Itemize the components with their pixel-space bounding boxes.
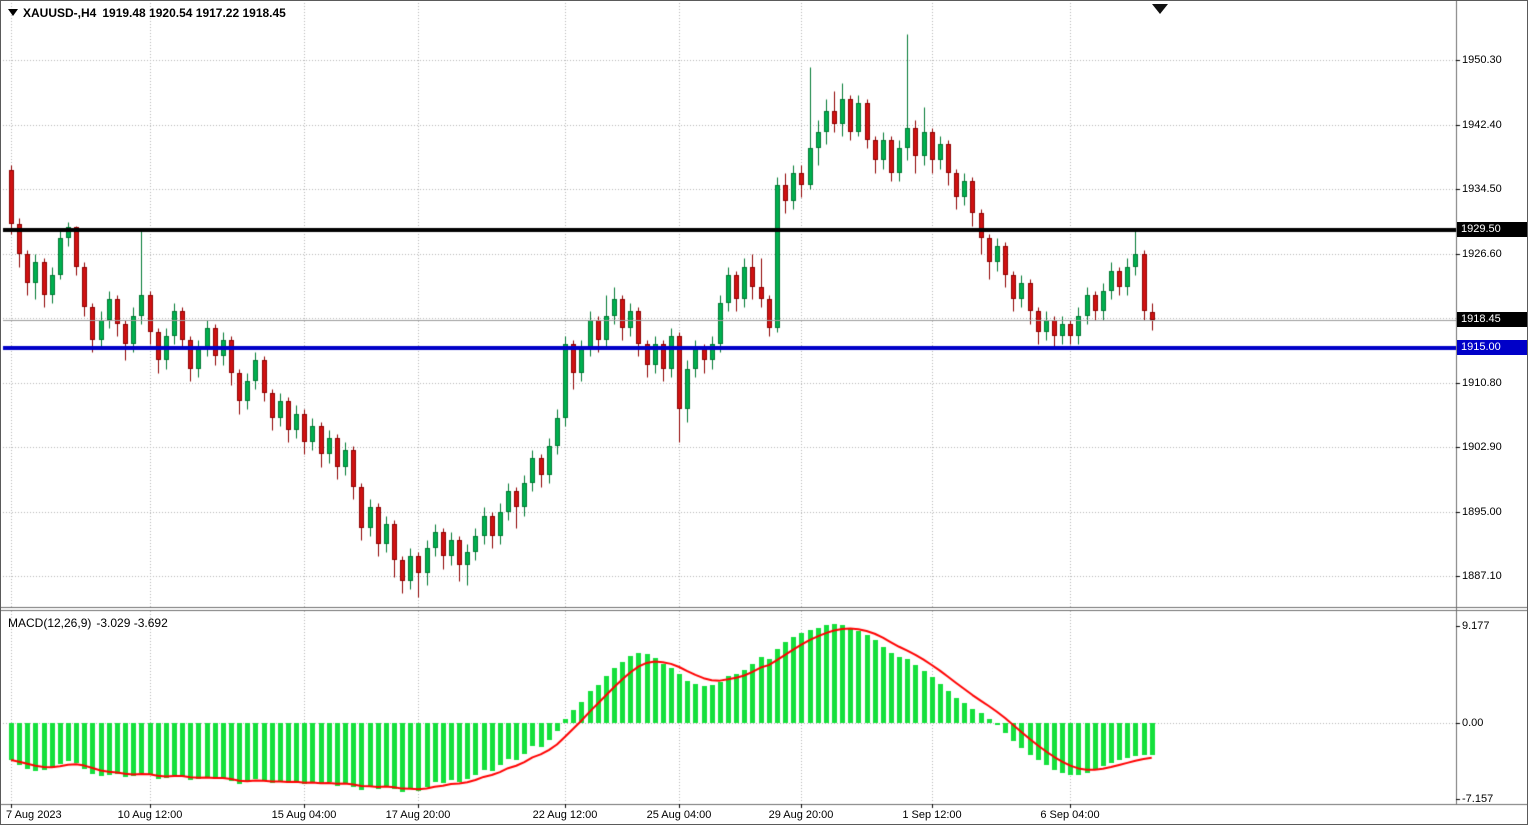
macd-indicator-name: MACD(12,26,9)	[8, 616, 92, 630]
chart-shift-icon[interactable]	[1152, 4, 1168, 14]
macd-values: -3.029 -3.692	[96, 616, 168, 630]
symbol-name: XAUUSD-,H4	[23, 6, 97, 20]
macd-label: MACD(12,26,9) -3.029 -3.692	[8, 616, 173, 630]
ohlc-readout: 1919.48 1920.54 1917.22 1918.45	[102, 6, 286, 20]
symbol-dropdown-icon[interactable]	[8, 9, 18, 16]
symbol-title: XAUUSD-,H4 1919.48 1920.54 1917.22 1918.4…	[8, 6, 286, 20]
